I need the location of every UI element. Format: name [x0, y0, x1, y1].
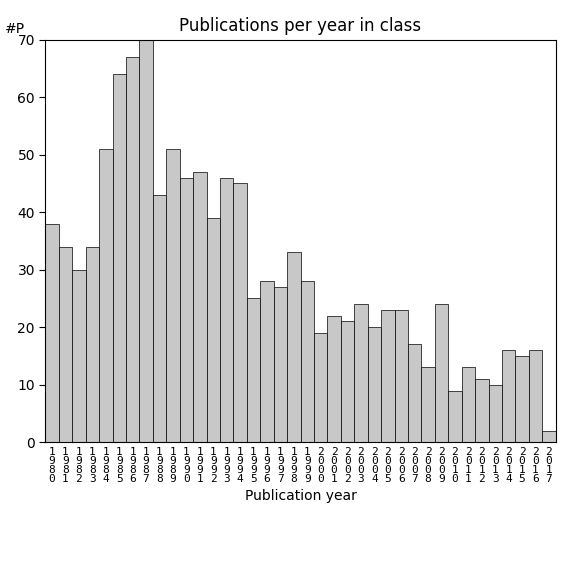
- Bar: [220, 177, 234, 442]
- Bar: [180, 177, 193, 442]
- Bar: [72, 270, 86, 442]
- Bar: [206, 218, 220, 442]
- Bar: [314, 333, 327, 442]
- Bar: [86, 247, 99, 442]
- Bar: [193, 172, 206, 442]
- Bar: [515, 356, 529, 442]
- Bar: [354, 304, 367, 442]
- Bar: [381, 310, 395, 442]
- Bar: [475, 379, 489, 442]
- Bar: [435, 304, 448, 442]
- Bar: [260, 281, 274, 442]
- X-axis label: Publication year: Publication year: [244, 489, 357, 503]
- Bar: [327, 316, 341, 442]
- Bar: [489, 385, 502, 442]
- Bar: [502, 350, 515, 442]
- Bar: [126, 57, 139, 442]
- Bar: [408, 345, 421, 442]
- Bar: [139, 40, 153, 442]
- Bar: [367, 327, 381, 442]
- Bar: [287, 252, 301, 442]
- Bar: [99, 149, 112, 442]
- Bar: [421, 367, 435, 442]
- Bar: [395, 310, 408, 442]
- Bar: [45, 224, 59, 442]
- Bar: [341, 321, 354, 442]
- Bar: [247, 298, 260, 442]
- Bar: [529, 350, 542, 442]
- Bar: [448, 391, 462, 442]
- Bar: [166, 149, 180, 442]
- Title: Publications per year in class: Publications per year in class: [179, 18, 422, 35]
- Bar: [234, 184, 247, 442]
- Bar: [59, 247, 72, 442]
- Bar: [112, 74, 126, 442]
- Bar: [274, 287, 287, 442]
- Bar: [462, 367, 475, 442]
- Y-axis label: #P: #P: [5, 22, 25, 36]
- Bar: [542, 431, 556, 442]
- Bar: [153, 195, 166, 442]
- Bar: [301, 281, 314, 442]
